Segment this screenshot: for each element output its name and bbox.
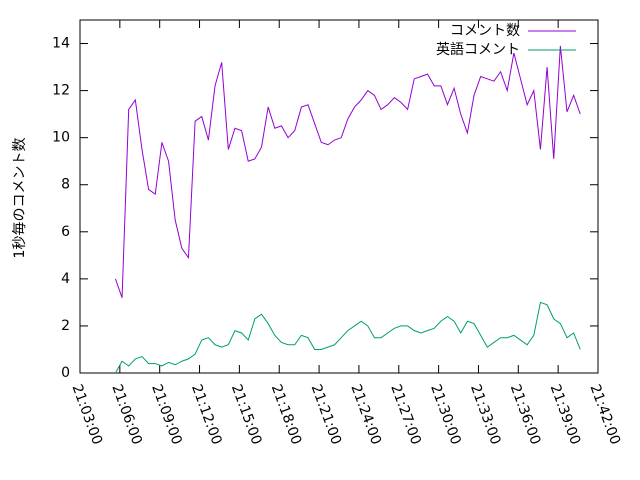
y-axis-label: 1秒毎のコメント数 <box>12 138 28 259</box>
plot-border <box>79 19 599 374</box>
y-tick-label: 8 <box>61 177 70 193</box>
y-tick-label: 12 <box>52 83 70 99</box>
y-tick-label: 6 <box>61 224 70 240</box>
y-tick-label: 4 <box>61 271 70 287</box>
y-tick-label: 14 <box>52 36 70 52</box>
series-line <box>114 45 581 298</box>
series-line <box>114 301 581 374</box>
y-tick-label: 10 <box>52 130 70 146</box>
legend-label: コメント数 <box>450 23 520 39</box>
y-tick-label: 2 <box>61 318 70 334</box>
y-tick-label: 0 <box>61 365 70 381</box>
legend-label: 英語コメント <box>436 41 520 58</box>
